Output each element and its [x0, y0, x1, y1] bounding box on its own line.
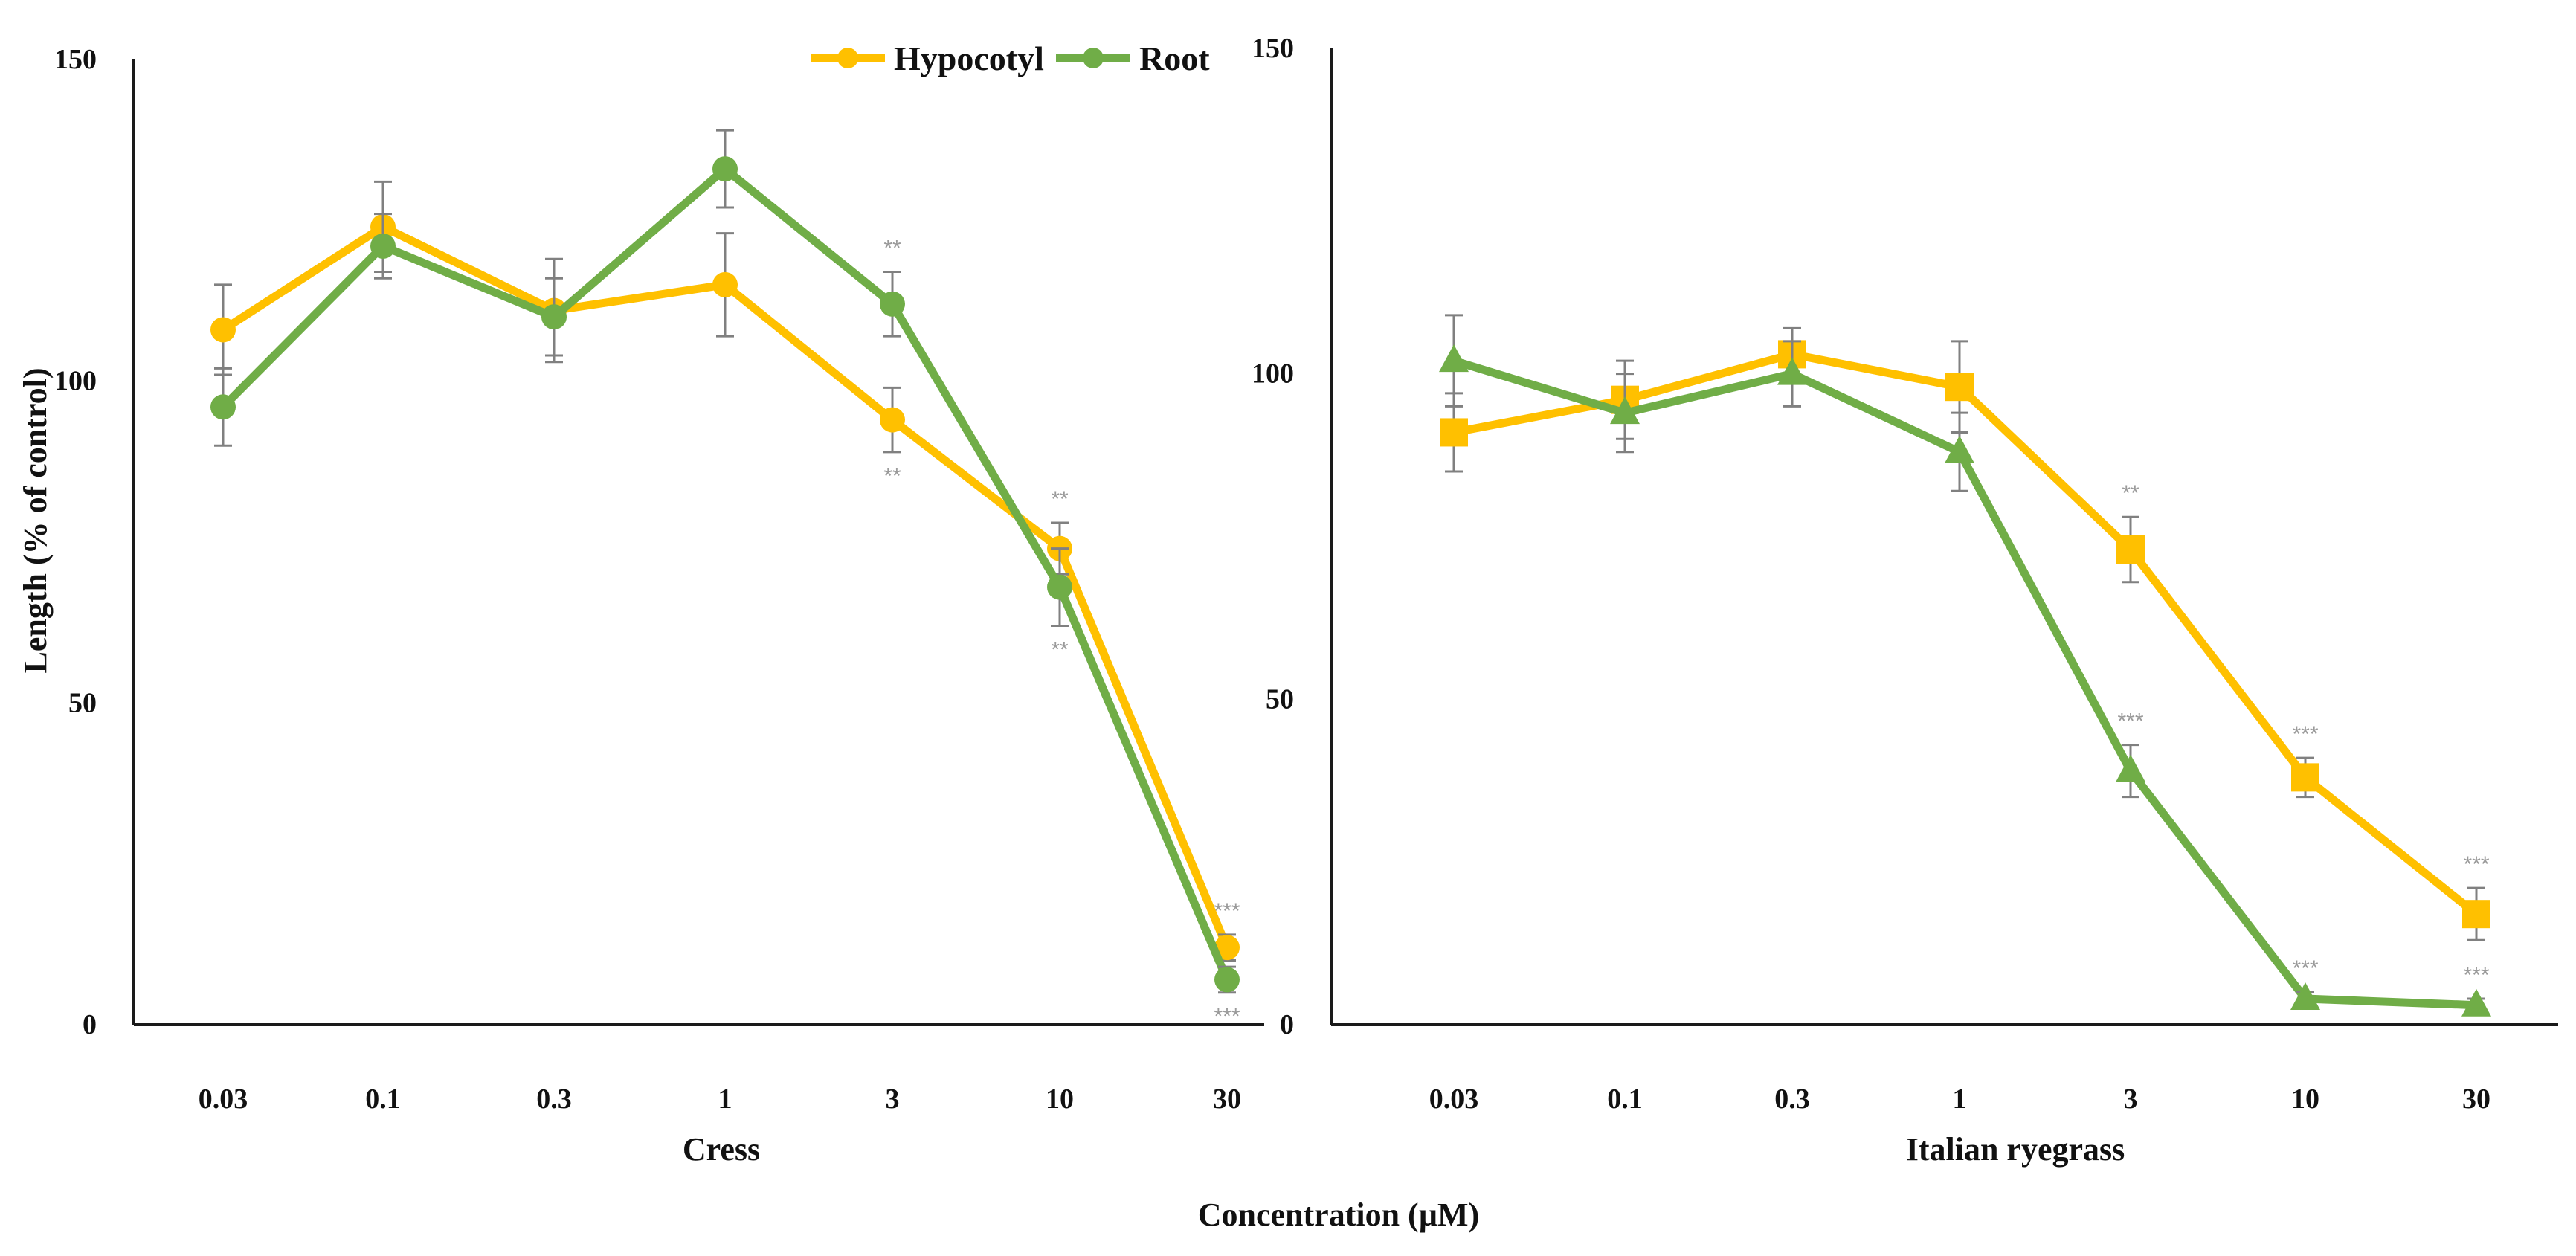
- x-tick-label: 3: [2124, 1083, 2138, 1115]
- x-tick-label: 0.3: [536, 1083, 572, 1115]
- y-tick-label: 150: [1252, 33, 1294, 64]
- significance-label-hypocotyl: ***: [2463, 852, 2489, 877]
- x-tick-label: 0.1: [1607, 1083, 1643, 1115]
- significance-label-hypocotyl: ***: [2292, 722, 2318, 747]
- data-point-root: [2461, 988, 2491, 1017]
- data-point-root: [712, 156, 738, 182]
- significance-label-hypocotyl: ***: [1214, 899, 1240, 924]
- data-point-hypocotyl: [2116, 535, 2145, 564]
- y-tick-label: 0: [1280, 1009, 1294, 1040]
- data-point-root: [880, 291, 905, 317]
- shared-x-axis-title: Concentration (µM): [1198, 1197, 1480, 1233]
- data-point-root: [370, 233, 396, 259]
- x-tick-label: 0.03: [1429, 1083, 1479, 1115]
- x-tick-label: 1: [718, 1083, 732, 1115]
- significance-label-hypocotyl: **: [2122, 481, 2139, 506]
- significance-label-root: **: [1051, 637, 1069, 662]
- legend-hypocotyl-marker: [837, 48, 858, 68]
- data-point-hypocotyl: [1440, 418, 1468, 447]
- data-point-hypocotyl: [2291, 763, 2319, 792]
- x-tick-label: 30: [2462, 1083, 2490, 1115]
- x-tick-label: 0.03: [199, 1083, 248, 1115]
- x-tick-label: 1: [1953, 1083, 1967, 1115]
- significance-label-root: ***: [2292, 956, 2318, 981]
- x-tick-label: 3: [886, 1083, 900, 1115]
- y-tick-label: 150: [54, 44, 97, 75]
- data-point-hypocotyl: [1214, 935, 1240, 961]
- series-line-hypocotyl: [1452, 350, 2479, 918]
- y-tick-label: 0: [83, 1009, 97, 1040]
- x-tick-label: 0.1: [365, 1083, 401, 1115]
- x-tick-label: 0.3: [1774, 1083, 1810, 1115]
- significance-label-root: ***: [2117, 709, 2143, 734]
- significance-label-root: ***: [2463, 963, 2489, 988]
- y-tick-label: 50: [68, 687, 97, 718]
- data-point-hypocotyl: [1945, 373, 1974, 402]
- data-point-root: [1610, 396, 1640, 425]
- data-point-hypocotyl: [880, 407, 905, 433]
- x-tick-label: 30: [1213, 1083, 1241, 1115]
- x-axis-title-cress: Cress: [683, 1131, 760, 1168]
- y-tick-label: 100: [1252, 358, 1294, 390]
- significance-label-hypocotyl: **: [1051, 487, 1069, 512]
- data-point-root: [1439, 344, 1469, 373]
- significance-label-root: **: [883, 236, 901, 261]
- significance-label-hypocotyl: **: [883, 464, 901, 489]
- data-point-root: [2116, 754, 2145, 782]
- data-point-hypocotyl: [712, 271, 738, 297]
- x-tick-label: 10: [1046, 1083, 1074, 1115]
- data-point-root: [541, 304, 567, 330]
- data-point-root: [1047, 574, 1072, 600]
- x-tick-label: 10: [2291, 1083, 2319, 1115]
- legend: Hypocotyl Root: [811, 39, 1210, 77]
- data-point-hypocotyl: [210, 317, 236, 343]
- legend-root-marker: [1083, 48, 1104, 68]
- y-axis-title: Length (% of control): [17, 367, 54, 673]
- data-point-root: [1777, 357, 1807, 385]
- data-point-hypocotyl: [2462, 900, 2490, 929]
- data-point-root: [210, 394, 236, 420]
- data-point-root: [2290, 982, 2320, 1010]
- y-tick-label: 100: [54, 366, 97, 397]
- data-point-root: [1214, 967, 1240, 993]
- data-point-root: [1945, 435, 1974, 463]
- legend-hypocotyl-label: Hypocotyl: [894, 39, 1044, 77]
- legend-root-label: Root: [1139, 39, 1210, 77]
- y-tick-label: 50: [1266, 683, 1294, 715]
- significance-label-root: ***: [1214, 1005, 1240, 1029]
- x-axis-title-ryegrass: Italian ryegrass: [1906, 1131, 2125, 1168]
